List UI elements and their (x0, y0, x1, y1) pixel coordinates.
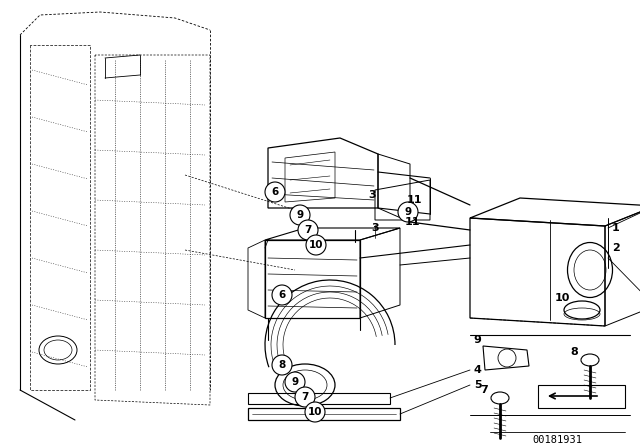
Circle shape (398, 202, 418, 222)
Text: 4: 4 (474, 365, 482, 375)
Text: 3: 3 (368, 190, 376, 200)
Circle shape (272, 355, 292, 375)
Text: 9: 9 (296, 210, 303, 220)
Text: 1: 1 (612, 223, 620, 233)
Circle shape (272, 285, 292, 305)
Text: 9: 9 (404, 207, 412, 217)
Text: 2: 2 (612, 243, 620, 253)
Text: 5: 5 (474, 380, 482, 390)
Text: 11: 11 (406, 195, 422, 205)
Text: 10: 10 (308, 240, 323, 250)
Text: 8: 8 (278, 360, 285, 370)
Circle shape (298, 220, 318, 240)
Circle shape (295, 387, 315, 407)
Circle shape (285, 372, 305, 392)
Text: 9: 9 (291, 377, 299, 387)
Text: 6: 6 (271, 187, 278, 197)
Text: 7: 7 (480, 385, 488, 395)
Circle shape (306, 235, 326, 255)
Text: 10: 10 (554, 293, 570, 303)
Text: 8: 8 (570, 347, 578, 357)
Text: 10: 10 (308, 407, 323, 417)
Text: 3: 3 (371, 223, 379, 233)
Circle shape (290, 205, 310, 225)
Text: 7: 7 (301, 392, 308, 402)
Text: 7: 7 (304, 225, 312, 235)
Circle shape (265, 182, 285, 202)
Text: 11: 11 (404, 217, 420, 227)
Text: 00181931: 00181931 (532, 435, 582, 445)
Text: 9: 9 (473, 335, 481, 345)
Circle shape (305, 402, 325, 422)
Text: 6: 6 (278, 290, 285, 300)
